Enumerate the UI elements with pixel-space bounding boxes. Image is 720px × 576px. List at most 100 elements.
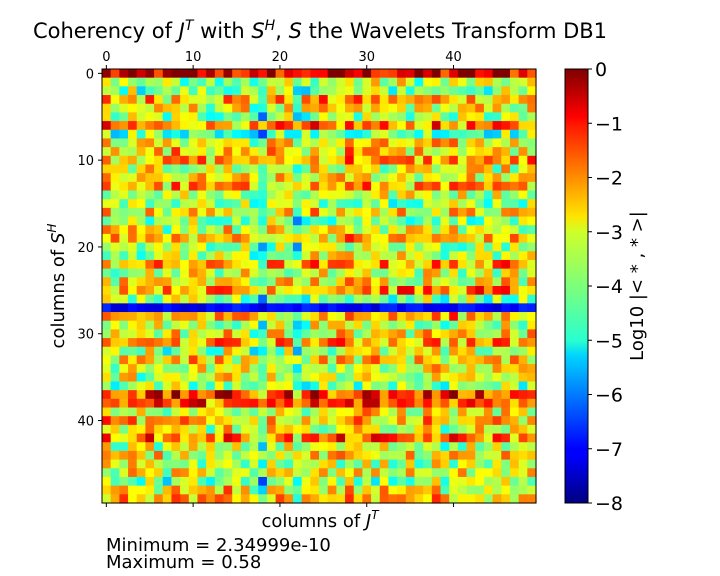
heatmap-cell [258,450,268,461]
heatmap-cell [206,69,216,79]
heatmap-cell [379,390,390,400]
heatmap-cell [119,494,129,504]
heatmap-cell [336,242,346,252]
heatmap-cell [145,346,155,357]
heatmap-cell [405,259,416,270]
heatmap-cell [171,312,181,322]
heatmap-cell [188,259,199,270]
heatmap-cell [345,95,355,105]
heatmap-cell [362,407,372,417]
heatmap-cell [102,303,112,313]
heatmap-cell [431,286,442,296]
heatmap-cell [110,450,120,461]
heatmap-cell [501,312,511,322]
heatmap-cell [353,268,363,278]
heatmap-cell [388,129,398,140]
heatmap-cell [223,494,233,504]
heatmap-cell [466,312,476,322]
heatmap-cell [154,86,164,96]
heatmap-cell [336,225,346,235]
heatmap-cell [509,268,520,278]
heatmap-cell [197,164,207,174]
heatmap-cell [327,346,337,357]
heatmap-cell [414,69,424,79]
heatmap-cell [223,164,233,174]
heatmap-cell [379,468,390,478]
heatmap-cell [301,121,311,131]
heatmap-cell [292,225,303,235]
heatmap-cell [275,476,285,487]
heatmap-cell [214,69,225,79]
heatmap-cell [102,147,112,157]
heatmap-cell [466,459,476,469]
heatmap-cell [475,338,485,348]
heatmap-cell [362,485,372,495]
heatmap-cell [527,155,537,166]
heatmap-cell [509,329,520,339]
heatmap-cell [128,450,138,461]
heatmap-cell [223,303,233,313]
heatmap-cell [266,476,277,487]
heatmap-cell [466,69,476,79]
heatmap-cell [232,251,242,261]
heatmap-cell [509,294,520,304]
heatmap-cell [240,251,251,261]
heatmap-cell [180,372,190,383]
heatmap-cell [275,190,285,200]
heatmap-cell [214,407,225,417]
heatmap-cell [180,364,190,374]
heatmap-cell [379,294,390,304]
heatmap-cell [327,242,337,252]
heatmap-cell [397,164,407,174]
heatmap-cell [431,103,442,113]
heatmap-cell [327,476,337,487]
heatmap-cell [431,407,442,417]
heatmap-cell [319,190,329,200]
heatmap-cell [457,129,468,140]
heatmap-cell [154,329,164,339]
heatmap-cell [353,312,363,322]
heatmap-cell [379,147,390,157]
heatmap-cell [388,268,398,278]
heatmap-cell [405,485,416,495]
heatmap-cell [379,433,390,443]
heatmap-cell [266,242,277,252]
heatmap-cell [180,294,190,304]
heatmap-cell [171,112,181,122]
heatmap-cell [449,355,459,365]
heatmap-cell [206,364,216,374]
heatmap-cell [284,95,294,105]
heatmap-cell [223,355,233,365]
heatmap-cell [457,199,468,209]
heatmap-cell [483,69,494,79]
heatmap-cell [240,95,251,105]
heatmap-cell [388,468,398,478]
heatmap-cell [145,199,155,209]
heatmap-cell [327,164,337,174]
heatmap-cell [258,268,268,278]
heatmap-cell [440,338,450,348]
heatmap-cell [110,398,120,409]
heatmap-cell [258,233,268,244]
heatmap-cell [336,259,346,270]
heatmap-cell [171,147,181,157]
heatmap-cell [449,303,459,313]
heatmap-cell [136,242,146,252]
heatmap-cell [423,468,433,478]
heatmap-cell [345,103,355,113]
heatmap-cell [188,251,199,261]
heatmap-cell [154,407,164,417]
heatmap-cell [492,381,502,391]
heatmap-cell [423,364,433,374]
heatmap-cell [449,147,459,157]
heatmap-cell [431,390,442,400]
heatmap-cell [345,329,355,339]
heatmap-cell [119,69,129,79]
heatmap-cell [154,416,164,426]
heatmap-cell [145,329,155,339]
heatmap-cell [501,77,511,87]
heatmap-cell [397,242,407,252]
heatmap-cell [414,164,424,174]
heatmap-cell [162,381,173,391]
heatmap-cell [379,242,390,252]
